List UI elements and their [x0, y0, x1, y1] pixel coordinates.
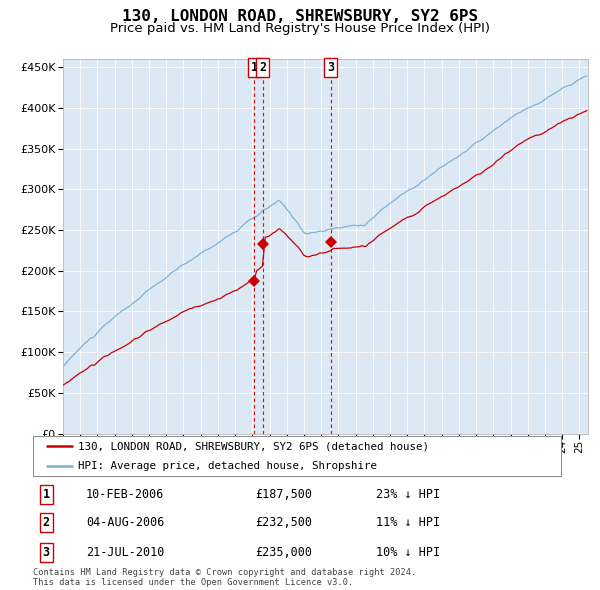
Text: £232,500: £232,500 — [255, 516, 312, 529]
Text: 04-AUG-2006: 04-AUG-2006 — [86, 516, 164, 529]
Text: HPI: Average price, detached house, Shropshire: HPI: Average price, detached house, Shro… — [78, 461, 377, 471]
Text: 3: 3 — [43, 546, 50, 559]
Text: 3: 3 — [327, 61, 334, 74]
Text: 2: 2 — [43, 516, 50, 529]
Text: £187,500: £187,500 — [255, 488, 312, 501]
Text: Price paid vs. HM Land Registry's House Price Index (HPI): Price paid vs. HM Land Registry's House … — [110, 22, 490, 35]
Text: 1: 1 — [43, 488, 50, 501]
Text: 1: 1 — [251, 61, 258, 74]
Text: 2: 2 — [259, 61, 266, 74]
Text: 23% ↓ HPI: 23% ↓ HPI — [376, 488, 440, 501]
Text: 10% ↓ HPI: 10% ↓ HPI — [376, 546, 440, 559]
Text: 130, LONDON ROAD, SHREWSBURY, SY2 6PS (detached house): 130, LONDON ROAD, SHREWSBURY, SY2 6PS (d… — [78, 441, 429, 451]
Text: £235,000: £235,000 — [255, 546, 312, 559]
Text: 21-JUL-2010: 21-JUL-2010 — [86, 546, 164, 559]
Text: 130, LONDON ROAD, SHREWSBURY, SY2 6PS: 130, LONDON ROAD, SHREWSBURY, SY2 6PS — [122, 9, 478, 24]
Text: Contains HM Land Registry data © Crown copyright and database right 2024.
This d: Contains HM Land Registry data © Crown c… — [33, 568, 416, 587]
Text: 11% ↓ HPI: 11% ↓ HPI — [376, 516, 440, 529]
Text: 10-FEB-2006: 10-FEB-2006 — [86, 488, 164, 501]
